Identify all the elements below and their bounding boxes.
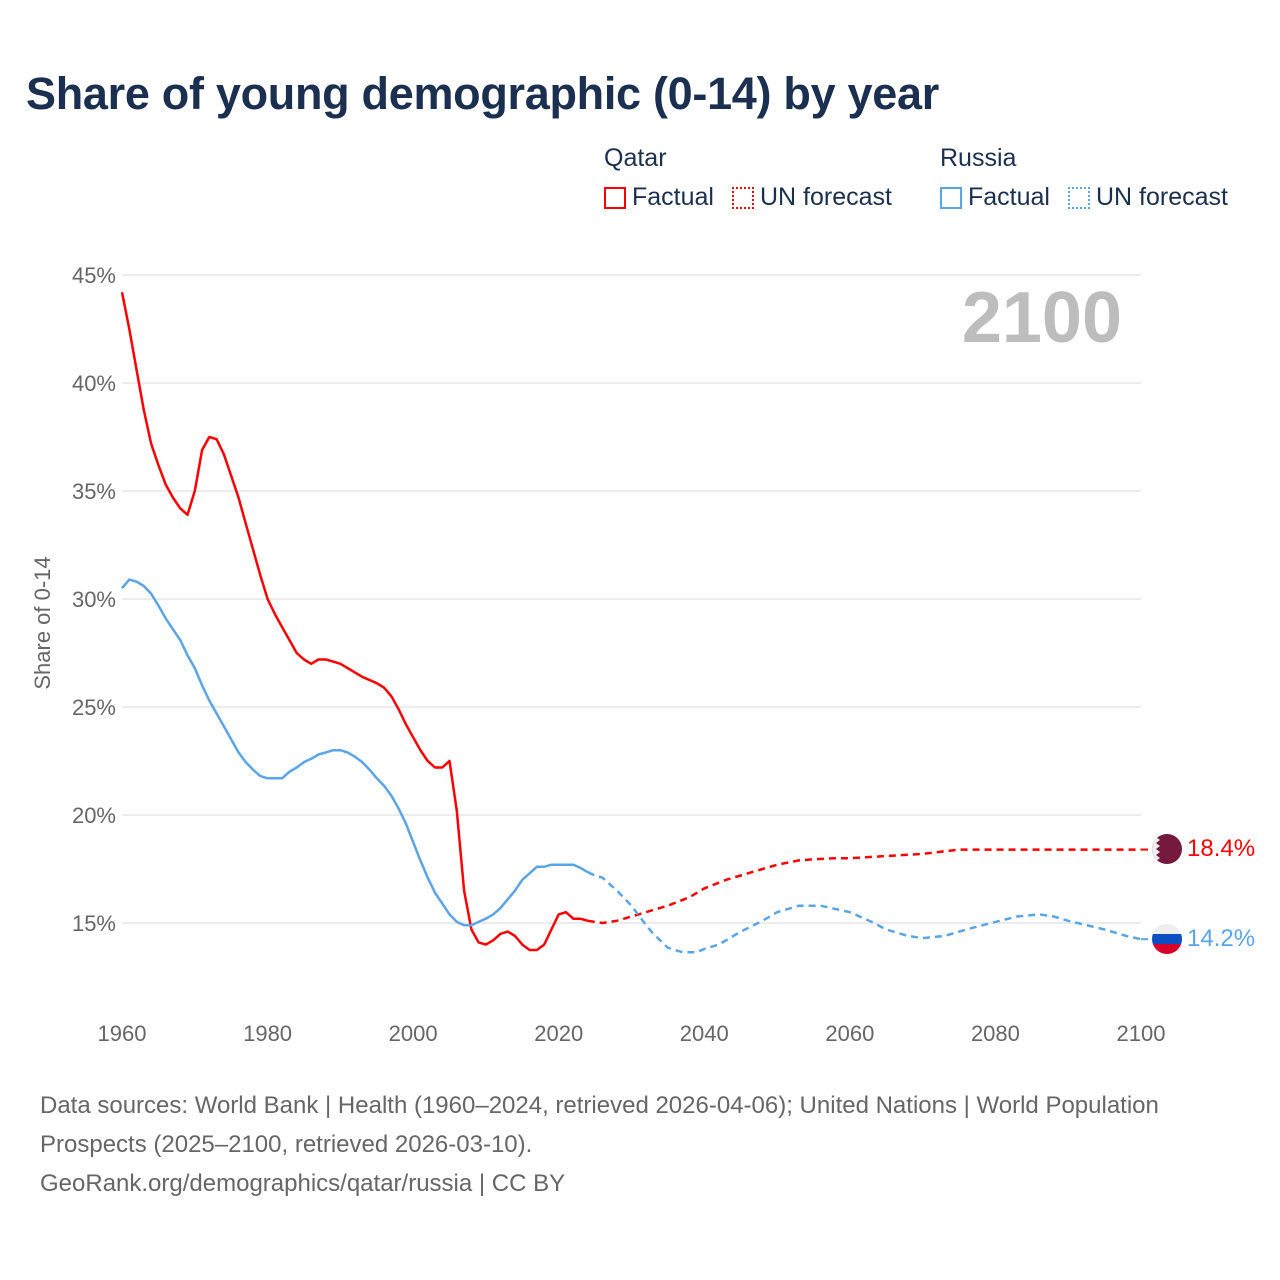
- legend-label: UN forecast: [759, 183, 892, 211]
- x-tick-label: 1960: [98, 1021, 147, 1046]
- year-watermark: 2100: [962, 278, 1122, 358]
- credit-link[interactable]: GeoRank.org/demographics/qatar/russia | …: [40, 1170, 566, 1197]
- y-tick-label: 30%: [72, 587, 116, 612]
- x-tick-label: 2080: [971, 1021, 1020, 1046]
- legend-russia-factual[interactable]: Factual: [940, 183, 1050, 212]
- legend-group-name: Qatar: [604, 144, 667, 172]
- y-axis-label: Share of 0-14: [30, 556, 55, 689]
- legend-qatar-forecast[interactable]: UN forecast: [731, 183, 892, 212]
- legend-group-name: Russia: [940, 144, 1017, 172]
- chart-title: Share of young demographic (0-14) by yea…: [26, 68, 939, 119]
- y-tick-label: 20%: [72, 803, 116, 828]
- footer: Data sources: World Bank | Health (1960–…: [40, 1086, 1220, 1203]
- russia-forecast-line: [587, 871, 1142, 954]
- dotted-swatch-icon: [731, 186, 754, 209]
- solid-swatch-icon: [604, 186, 626, 209]
- qatar-forecast-line: [587, 848, 1141, 925]
- legend-label: UN forecast: [1095, 183, 1228, 211]
- russia-end-label: 14.2%: [1187, 925, 1255, 952]
- qatar-end-label: 18.4%: [1187, 835, 1255, 862]
- y-tick-label: 15%: [72, 911, 116, 936]
- russia-factual-line: [121, 578, 589, 927]
- x-tick-label: 2020: [534, 1021, 583, 1046]
- y-tick-label: 40%: [72, 371, 116, 396]
- y-tick-label: 45%: [72, 263, 116, 288]
- legend-label: Factual: [968, 183, 1050, 211]
- legend-qatar-factual[interactable]: Factual: [604, 183, 714, 212]
- legend-russia: Russia Factual UN forecast: [940, 144, 1228, 212]
- dotted-swatch-icon: [1067, 186, 1090, 209]
- russia-flag-icon: [1152, 924, 1182, 954]
- qatar-factual-line: [120, 292, 589, 952]
- x-tick-label: 2100: [1117, 1021, 1166, 1046]
- x-tick-label: 1980: [243, 1021, 292, 1046]
- x-tick-label: 2040: [680, 1021, 729, 1046]
- data-sources: Data sources: World Bank | Health (1960–…: [40, 1092, 1159, 1158]
- x-tick-label: 2060: [825, 1021, 874, 1046]
- legend-russia-forecast[interactable]: UN forecast: [1067, 183, 1228, 212]
- x-tick-label: 2000: [389, 1021, 438, 1046]
- qatar-flag-icon: [1152, 834, 1182, 864]
- line-chart: 15% 20% 25% 30% 35% 40% 45% 1960 1980 2000 2020 204…: [30, 263, 1255, 1046]
- y-tick-label: 25%: [72, 695, 116, 720]
- legend-label: Factual: [632, 183, 714, 211]
- y-tick-label: 35%: [72, 479, 116, 504]
- legend-qatar: Qatar Factual UN forecast: [604, 144, 892, 212]
- solid-swatch-icon: [940, 186, 962, 209]
